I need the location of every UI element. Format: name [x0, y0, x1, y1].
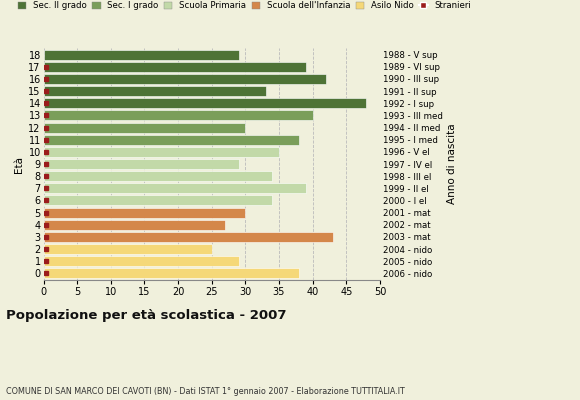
Bar	[44, 183, 306, 193]
Bar	[44, 122, 245, 132]
Y-axis label: Età: Età	[14, 156, 24, 172]
Bar	[44, 268, 299, 278]
Bar	[44, 244, 212, 254]
Text: COMUNE DI SAN MARCO DEI CAVOTI (BN) - Dati ISTAT 1° gennaio 2007 - Elaborazione : COMUNE DI SAN MARCO DEI CAVOTI (BN) - Da…	[6, 387, 405, 396]
Bar	[44, 232, 333, 242]
Bar	[44, 208, 245, 218]
Bar	[44, 62, 306, 72]
Bar	[44, 220, 225, 230]
Bar	[44, 171, 272, 181]
Bar	[44, 86, 266, 96]
Y-axis label: Anno di nascita: Anno di nascita	[447, 124, 456, 204]
Bar	[44, 74, 326, 84]
Bar	[44, 196, 272, 206]
Legend: Sec. II grado, Sec. I grado, Scuola Primaria, Scuola dell'Infanzia, Asilo Nido, : Sec. II grado, Sec. I grado, Scuola Prim…	[17, 1, 472, 10]
Text: Popolazione per età scolastica - 2007: Popolazione per età scolastica - 2007	[6, 309, 287, 322]
Bar	[44, 256, 238, 266]
Bar	[44, 159, 238, 169]
Bar	[44, 110, 313, 120]
Bar	[44, 98, 367, 108]
Bar	[44, 135, 299, 145]
Bar	[44, 50, 238, 60]
Bar	[44, 147, 279, 157]
